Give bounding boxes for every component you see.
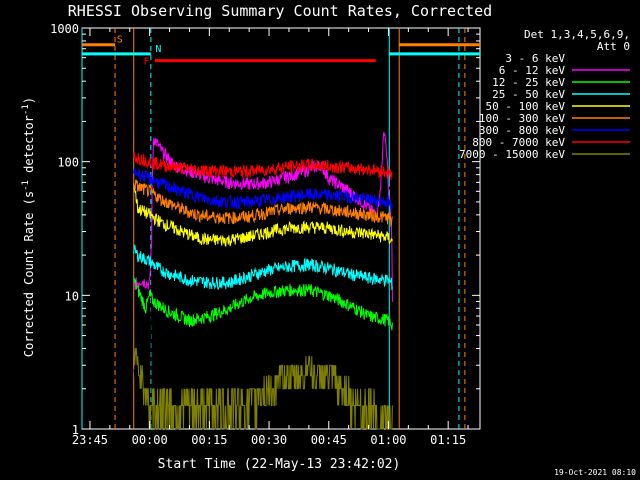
- legend-label-7: 800 - 7000 keV: [472, 136, 565, 149]
- x-tick-label-5: 01:00: [370, 433, 406, 447]
- annotation-label-s: S: [117, 35, 123, 46]
- y-tick-label-3: 1000: [50, 22, 79, 36]
- legend-header-line2: Att 0: [597, 40, 630, 53]
- axes: 23:45 00:00 00:15 00:30 00:45 01:00 01:15 1 10 10…: [50, 22, 480, 447]
- series-lines: [133, 123, 393, 430]
- y-tick-label-2: 100: [57, 156, 79, 170]
- annotation-bars: S NF: [82, 35, 480, 68]
- series-line-6: [133, 166, 393, 210]
- x-axis-label: Start Time (22-May-13 23:42:02): [158, 457, 401, 472]
- annotation-label-f: F: [143, 57, 149, 68]
- y-tick-label-0: 1: [72, 423, 79, 437]
- legend-label-0: 3 - 6 keV: [505, 52, 565, 65]
- y-axis-label-sup1: -1: [21, 180, 31, 191]
- legend-label-8: 7000 - 15000 keV: [459, 148, 565, 161]
- y-axis-label-end: ): [22, 97, 36, 104]
- x-tick-label-0: 23:45: [72, 433, 108, 447]
- legend-label-5: 100 - 300 keV: [479, 112, 565, 125]
- series-line-8: [133, 348, 393, 430]
- y-axis-label-sup2: -1: [21, 104, 31, 115]
- chart-title: RHESSI Observing Summary Count Rates, Co…: [68, 2, 492, 20]
- series-line-1: [133, 131, 393, 302]
- legend-label-1: 6 - 12 keV: [499, 64, 566, 77]
- y-tick-label-1: 10: [65, 289, 79, 303]
- x-tick-label-2: 00:15: [191, 433, 227, 447]
- series-line-7: [133, 152, 393, 181]
- y-axis-label-main: Corrected Count Rate (s: [22, 191, 36, 357]
- legend-label-4: 50 - 100 keV: [486, 100, 566, 113]
- legend-label-6: 300 - 800 keV: [479, 124, 565, 137]
- series-line-5: [133, 179, 393, 228]
- x-tick-label-3: 00:30: [251, 433, 287, 447]
- generated-timestamp: 19-Oct-2021 08:10: [554, 468, 636, 477]
- y-axis-label: Corrected Count Rate (s-1 detector-1): [21, 97, 36, 357]
- series-line-4: [133, 183, 393, 247]
- legend-header-line1: Det 1,3,4,5,6,9,: [524, 28, 630, 41]
- legend-label-3: 25 - 50 keV: [492, 88, 565, 101]
- x-tick-label-6: 01:15: [430, 433, 466, 447]
- instrument-state-markers: [81, 28, 466, 429]
- y-axis-label-mid: detector: [22, 115, 36, 180]
- x-tick-label-1: 00:00: [132, 433, 168, 447]
- series-line-2: [133, 276, 393, 331]
- legend-label-2: 12 - 25 keV: [492, 76, 565, 89]
- series-line-3: [133, 244, 393, 291]
- x-tick-label-4: 00:45: [311, 433, 347, 447]
- annotation-label-n: N: [155, 44, 161, 55]
